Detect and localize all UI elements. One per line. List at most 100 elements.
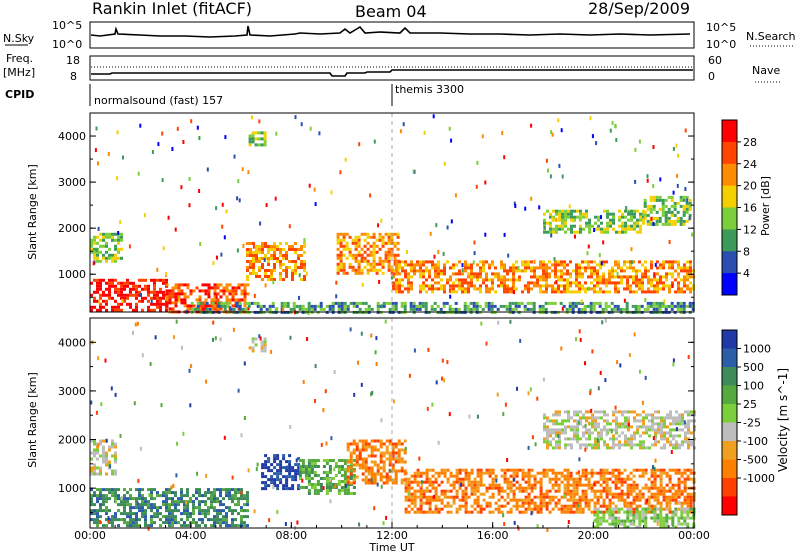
echo-cell	[656, 507, 660, 511]
echo-cell	[578, 498, 582, 502]
echo-cell	[366, 247, 370, 251]
echo-cell	[354, 241, 358, 245]
echo-cell	[566, 492, 570, 496]
echo-cell	[279, 460, 283, 464]
echo-cell	[285, 254, 288, 257]
echo-cell	[650, 507, 654, 511]
echo-cell	[229, 306, 232, 311]
echo-cell	[491, 510, 495, 514]
echo-cell	[667, 195, 671, 199]
echo-cell	[262, 304, 266, 308]
echo-cell	[602, 290, 605, 294]
echo-cell	[676, 304, 680, 308]
echo-cell	[664, 219, 668, 223]
echo-cell	[500, 275, 503, 279]
velocity-heatmap-cells	[90, 318, 696, 532]
echo-cell	[587, 501, 591, 505]
echo-cell	[147, 503, 150, 507]
echo-cell	[294, 478, 298, 482]
echo-cell	[632, 495, 636, 499]
echo-cell	[573, 419, 576, 423]
echo-cell	[621, 431, 624, 435]
echo-cell	[558, 227, 561, 231]
echo-cell	[633, 443, 636, 447]
echo-cell	[633, 332, 636, 337]
echo-cell	[279, 275, 282, 278]
echo-cell	[572, 218, 575, 223]
echo-cell	[434, 486, 438, 490]
echo-cell	[288, 266, 291, 269]
echo-cell	[652, 216, 656, 220]
echo-cell	[626, 513, 630, 517]
echo-cell	[385, 301, 389, 305]
echo-cell	[219, 503, 222, 507]
echo-cell	[419, 507, 423, 511]
echo-cell	[560, 290, 563, 294]
echo-cell	[621, 425, 624, 429]
echo-cell	[656, 474, 660, 478]
colorbar-block	[722, 422, 737, 442]
echo-cell	[392, 281, 395, 285]
echo-cell	[346, 307, 350, 311]
echo-cell	[346, 304, 350, 308]
echo-cell	[126, 296, 129, 300]
echo-cell	[541, 307, 545, 311]
echo-cell	[549, 212, 552, 216]
echo-cell	[660, 422, 663, 426]
echo-cell	[96, 515, 99, 519]
echo-cell	[560, 346, 563, 351]
echo-cell	[573, 224, 576, 228]
colorbar-block	[722, 141, 737, 165]
echo-cell	[602, 240, 605, 245]
echo-cell	[267, 257, 270, 260]
echo-cell	[246, 283, 250, 287]
echo-cell	[231, 488, 234, 492]
echo-cell	[512, 275, 515, 279]
echo-cell	[258, 275, 261, 278]
echo-cell	[108, 253, 111, 257]
echo-cell	[198, 289, 202, 293]
echo-cell	[663, 446, 666, 450]
echo-cell	[138, 497, 141, 501]
echo-cell	[479, 275, 482, 279]
echo-cell	[279, 254, 282, 257]
echo-cell	[624, 416, 627, 420]
echo-cell	[351, 253, 355, 257]
echo-cell	[659, 474, 663, 478]
echo-cell	[429, 231, 432, 236]
echo-cell	[668, 501, 672, 505]
echo-cell	[630, 224, 633, 228]
echo-cell	[487, 301, 491, 305]
echo-cell	[108, 278, 111, 282]
echo-cell	[448, 304, 452, 308]
echo-cell	[204, 289, 208, 293]
echo-cell	[410, 263, 413, 267]
echo-cell	[596, 522, 600, 526]
echo-cell	[554, 269, 557, 273]
echo-cell	[641, 516, 645, 520]
echo-cell	[171, 292, 175, 296]
echo-cell	[192, 304, 196, 308]
echo-cell	[428, 269, 431, 273]
echo-cell	[567, 227, 570, 231]
echo-cell	[543, 221, 546, 225]
echo-cell	[171, 147, 174, 151]
echo-cell	[210, 503, 213, 507]
echo-cell	[366, 232, 370, 236]
echo-cell	[554, 272, 557, 276]
echo-cell	[413, 498, 417, 502]
echo-cell	[646, 207, 650, 211]
echo-cell	[655, 210, 659, 214]
echo-cell	[237, 388, 240, 393]
echo-cell	[511, 286, 514, 291]
echo-cell	[539, 480, 543, 484]
echo-cell	[364, 460, 368, 464]
echo-cell	[141, 503, 144, 507]
echo-cell	[93, 238, 96, 242]
echo-cell	[90, 457, 93, 461]
echo-cell	[555, 419, 558, 423]
echo-cell	[564, 221, 567, 225]
echo-cell	[171, 497, 174, 501]
echo-cell	[634, 179, 637, 184]
echo-cell	[679, 304, 683, 308]
